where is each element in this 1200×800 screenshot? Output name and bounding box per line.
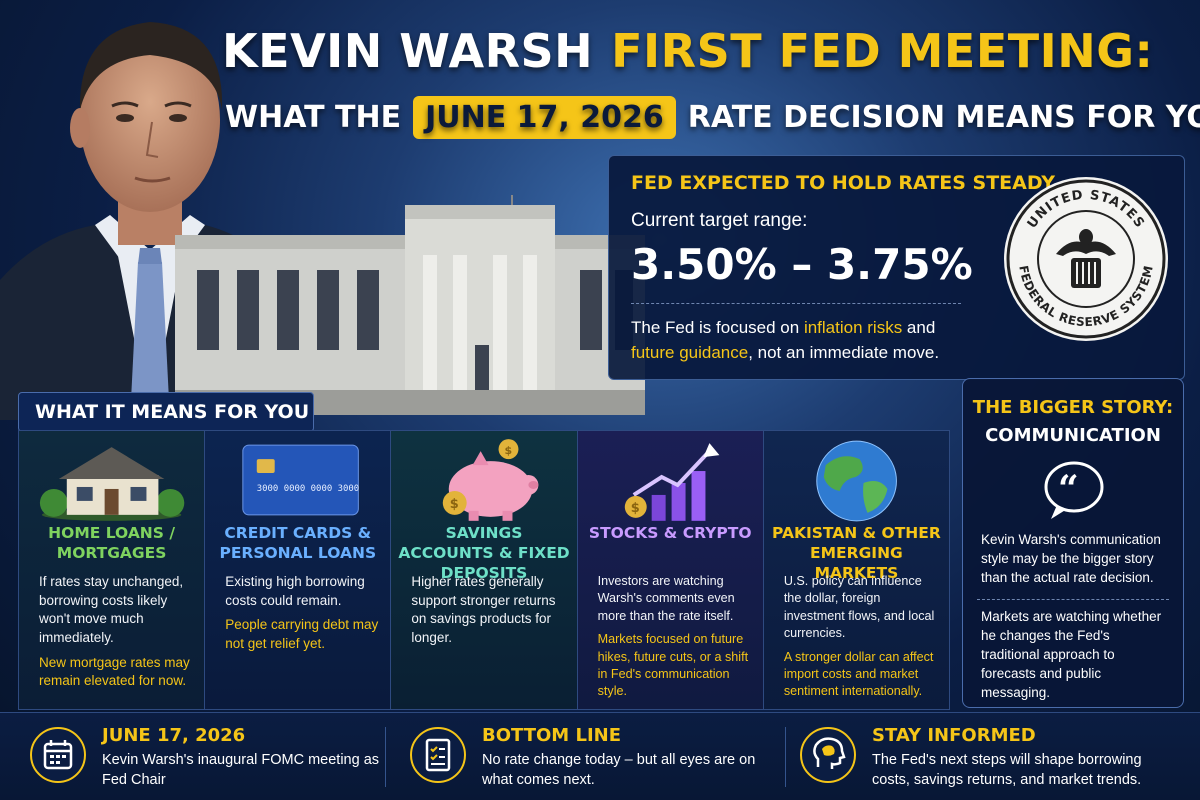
divider	[385, 727, 386, 787]
fed-panel-note: The Fed is focused on inflation risks an…	[631, 316, 981, 365]
svg-text:“: “	[1058, 468, 1079, 510]
checklist-icon	[410, 727, 466, 783]
calendar-icon	[30, 727, 86, 783]
card-emerging-markets: PAKISTAN & OTHER EMERGING MARKETS U.S. p…	[763, 431, 950, 709]
footer-item-bottom-line: BOTTOM LINE No rate change today – but a…	[410, 713, 770, 800]
card-savings: $ $ SAVINGS ACCOUNTS & FIXED DEPOSITS Hi…	[391, 431, 578, 709]
card-title: SAVINGS ACCOUNTS & FIXED DEPOSITS	[398, 524, 570, 583]
card-stocks-crypto: $ STOCKS & CRYPTO Investors are watching…	[577, 431, 764, 709]
card-title: PAKISTAN & OTHER EMERGING MARKETS	[772, 524, 941, 583]
impact-cards: HOME LOANS / MORTGAGES If rates stay unc…	[18, 430, 950, 710]
footer-item-stay-informed: STAY INFORMED The Fed's next steps will …	[800, 713, 1190, 800]
story-paragraph: Markets are watching whether he changes …	[981, 609, 1162, 700]
subtitle-suffix: RATE DECISION MEANS FOR YOU	[687, 100, 1200, 135]
main-title: KEVIN WARSH FIRST FED MEETING:	[222, 24, 1182, 78]
card-body: U.S. policy can influence the dollar, fo…	[784, 573, 939, 701]
footer-item-date: JUNE 17, 2026 Kevin Warsh's inaugural FO…	[30, 713, 379, 800]
house-icon	[19, 437, 204, 523]
footer-title: STAY INFORMED	[872, 725, 1036, 746]
card-emphasis: New mortgage rates may remain elevated f…	[39, 654, 190, 689]
note-text: and	[902, 318, 936, 337]
card-body: Existing high borrowing costs could rema…	[225, 573, 380, 654]
growth-chart-icon: $	[578, 437, 763, 523]
footer-bar: JUNE 17, 2026 Kevin Warsh's inaugural FO…	[0, 712, 1200, 800]
note-text: , not an immediate move.	[748, 342, 940, 362]
subtitle-date-badge: JUNE 17, 2026	[413, 96, 676, 139]
card-emphasis: Markets focused on future hikes, future …	[597, 632, 749, 699]
card-body: Investors are watching Warsh's comments …	[598, 573, 753, 701]
globe-icon	[764, 437, 949, 523]
card-home-loans: HOME LOANS / MORTGAGES If rates stay unc…	[19, 431, 206, 709]
fed-panel-heading: FED EXPECTED TO HOLD RATES STEADY	[631, 172, 1055, 194]
divider	[977, 599, 1169, 600]
card-emphasis: People carrying debt may not get relief …	[225, 617, 379, 651]
card-text: If rates stay unchanged, borrowing costs…	[39, 574, 184, 645]
note-highlight-guidance: future guidance	[631, 342, 749, 362]
card-body: If rates stay unchanged, borrowing costs…	[39, 573, 194, 691]
story-paragraph: Kevin Warsh's communication style may be…	[981, 532, 1161, 585]
story-subheading: COMMUNICATION	[985, 425, 1161, 446]
fed-rate-panel: FED EXPECTED TO HOLD RATES STEADY Curren…	[608, 155, 1185, 380]
what-it-means-tab: WHAT IT MEANS FOR YOU	[18, 392, 314, 432]
speech-bubble-quote-icon: “	[1041, 459, 1107, 521]
svg-text:$: $	[630, 501, 639, 516]
card-number: 3000 0000 0000 3000	[257, 484, 359, 494]
subtitle: WHAT THE JUNE 17, 2026 RATE DECISION MEA…	[225, 96, 1200, 139]
card-body: Higher rates generally support stronger …	[411, 573, 566, 648]
card-text: Investors are watching Warsh's comments …	[597, 574, 735, 623]
fed-panel-subheading: Current target range:	[631, 210, 808, 231]
note-highlight-inflation: inflation risks	[803, 318, 903, 337]
divider	[785, 727, 786, 787]
footer-title: JUNE 17, 2026	[102, 725, 246, 746]
card-title: CREDIT CARDS & PERSONAL LOANS	[219, 524, 377, 563]
card-credit-cards: 3000 0000 0000 3000 CREDIT CARDS & PERSO…	[205, 431, 392, 709]
story-heading: THE BIGGER STORY:	[972, 397, 1174, 418]
svg-text:$: $	[505, 444, 513, 457]
card-text: Higher rates generally support stronger …	[411, 574, 556, 645]
footer-text: Kevin Warsh's inaugural FOMC meeting as …	[102, 752, 380, 788]
footer-text: The Fed's next steps will shape borrowin…	[872, 752, 1142, 788]
footer-text: No rate change today – but all eyes are …	[482, 752, 756, 788]
subtitle-prefix: WHAT THE	[225, 100, 402, 135]
title-event: FIRST FED MEETING:	[611, 24, 1154, 78]
divider	[631, 303, 961, 304]
svg-text:$: $	[450, 497, 459, 512]
federal-reserve-seal-icon: UNITED STATES FEDERAL RESERVE SYSTEM	[1001, 174, 1171, 344]
rate-range-value: 3.50% – 3.75%	[631, 240, 973, 289]
title-name: KEVIN WARSH	[222, 24, 594, 78]
credit-card-icon: 3000 0000 0000 3000	[205, 437, 390, 523]
card-title: HOME LOANS / MORTGAGES	[48, 524, 176, 563]
card-emphasis: A stronger dollar can affect import cost…	[783, 649, 934, 699]
card-text: Existing high borrowing costs could rema…	[225, 574, 365, 608]
note-text: The Fed is focused on	[631, 318, 804, 337]
piggy-bank-icon: $ $	[391, 437, 576, 523]
card-text: U.S. policy can influence the dollar, fo…	[783, 574, 935, 641]
bigger-story-panel: THE BIGGER STORY: COMMUNICATION “ Kevin …	[962, 378, 1184, 708]
federal-reserve-building	[175, 155, 645, 415]
card-title: STOCKS & CRYPTO	[588, 524, 752, 542]
footer-title: BOTTOM LINE	[482, 725, 621, 746]
brain-head-icon	[800, 727, 856, 783]
